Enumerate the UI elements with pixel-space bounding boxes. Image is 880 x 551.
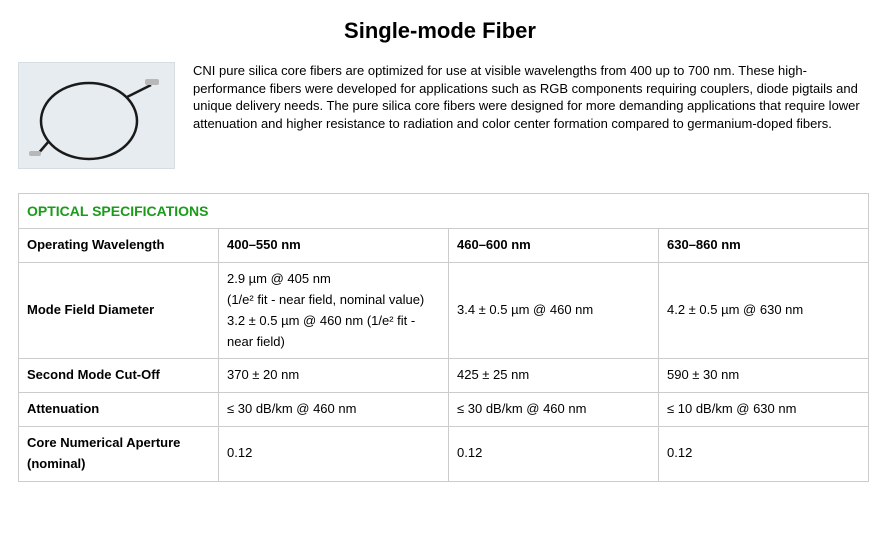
cell: ≤ 10 dB/km @ 630 nm xyxy=(659,393,869,427)
intro-section: CNI pure silica core fibers are optimize… xyxy=(18,62,862,169)
cell: 0.12 xyxy=(659,426,869,481)
row-label: Second Mode Cut-Off xyxy=(19,359,219,393)
cell: 370 ± 20 nm xyxy=(219,359,449,393)
cell: 3.4 ± 0.5 µm @ 460 nm xyxy=(449,263,659,359)
table-row: Attenuation≤ 30 dB/km @ 460 nm≤ 30 dB/km… xyxy=(19,393,869,427)
product-image xyxy=(18,62,175,169)
cell: 630–860 nm xyxy=(659,229,869,263)
cell: 4.2 ± 0.5 µm @ 630 nm xyxy=(659,263,869,359)
cell: ≤ 30 dB/km @ 460 nm xyxy=(449,393,659,427)
row-label: Operating Wavelength xyxy=(19,229,219,263)
cell: 2.9 µm @ 405 nm(1/e² fit - near field, n… xyxy=(219,263,449,359)
table-row: Core Numerical Aperture (nominal)0.120.1… xyxy=(19,426,869,481)
row-label: Attenuation xyxy=(19,393,219,427)
cell: 0.12 xyxy=(449,426,659,481)
specs-table: OPTICAL SPECIFICATIONS Operating Wavelen… xyxy=(18,193,869,482)
cell: 400–550 nm xyxy=(219,229,449,263)
table-row: Operating Wavelength400–550 nm460–600 nm… xyxy=(19,229,869,263)
row-label: Mode Field Diameter xyxy=(19,263,219,359)
cell: 590 ± 30 nm xyxy=(659,359,869,393)
cell: 425 ± 25 nm xyxy=(449,359,659,393)
cell: 460–600 nm xyxy=(449,229,659,263)
table-row: Mode Field Diameter2.9 µm @ 405 nm(1/e² … xyxy=(19,263,869,359)
page-title: Single-mode Fiber xyxy=(18,18,862,44)
table-row: Second Mode Cut-Off370 ± 20 nm425 ± 25 n… xyxy=(19,359,869,393)
section-header: OPTICAL SPECIFICATIONS xyxy=(19,194,869,229)
cell: ≤ 30 dB/km @ 460 nm xyxy=(219,393,449,427)
row-label: Core Numerical Aperture (nominal) xyxy=(19,426,219,481)
description-text: CNI pure silica core fibers are optimize… xyxy=(193,62,862,132)
cell: 0.12 xyxy=(219,426,449,481)
